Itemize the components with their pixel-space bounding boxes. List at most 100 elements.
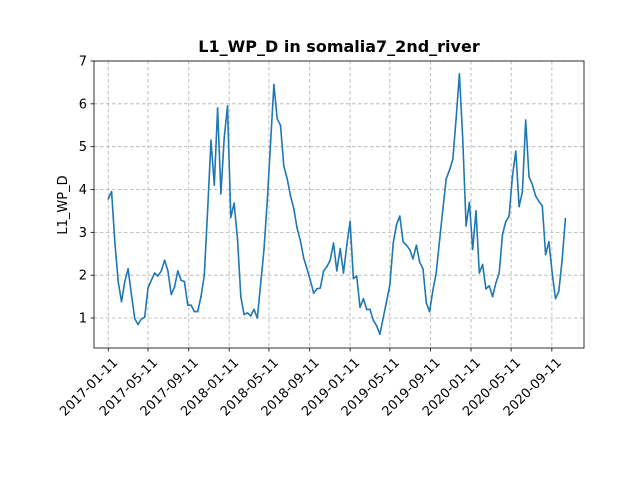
data-point [137,323,139,326]
data-point [177,270,179,272]
data-point [293,208,295,210]
data-point [432,289,434,292]
data-point [475,210,477,212]
data-point [389,283,391,286]
data-point [230,216,232,219]
data-point [445,178,448,180]
data-point [558,290,560,293]
data-point [127,268,129,270]
data-point [309,279,312,282]
data-point [263,248,265,251]
data-point [495,282,497,284]
data-point [408,248,411,251]
y-tick-label: 6 [79,97,87,112]
data-point [226,105,229,107]
data-point [316,288,318,290]
data-point [412,258,414,260]
data-point [319,287,322,289]
data-point [114,242,116,244]
data-point [471,248,474,251]
data-point [170,293,172,296]
data-point [461,137,464,139]
data-point [465,225,467,227]
data-point [213,184,216,186]
data-point [187,304,189,307]
y-tick-label: 4 [79,183,87,198]
data-point [236,238,239,240]
data-point [501,233,504,236]
data-point [488,285,491,287]
data-point [372,319,375,322]
data-point [551,272,553,274]
data-point [428,310,431,313]
data-point [518,205,520,208]
data-point [395,223,398,226]
data-point [362,297,365,300]
data-point [134,318,136,320]
data-point [259,283,262,286]
data-point [299,240,302,242]
data-point [352,277,355,280]
data-point [544,253,547,256]
data-point [481,263,484,266]
data-point [531,183,534,186]
data-point [296,227,298,229]
data-point [216,107,219,109]
data-point [485,288,487,290]
y-tick-label: 1 [79,312,87,327]
data-point [369,308,371,311]
data-point [524,119,527,121]
data-point [223,137,225,139]
data-point [210,139,212,141]
data-point [160,270,163,272]
data-point [180,279,182,282]
data-point [561,259,563,262]
data-point [355,275,358,277]
data-point [435,272,438,274]
data-point [438,239,441,241]
data-point [289,195,292,197]
data-point [336,270,338,272]
data-point [130,293,133,296]
data-point [220,193,222,195]
data-point [302,257,305,259]
data-point [190,304,192,307]
data-point [246,312,249,314]
data-point [276,118,279,120]
data-point [117,280,119,283]
data-point [200,295,202,298]
data-point [548,241,550,243]
data-point [326,265,328,268]
data-point [346,244,348,246]
data-point [402,241,404,243]
data-point [312,292,315,295]
data-point [173,286,176,289]
data-point [332,242,335,244]
data-point [283,165,285,167]
data-point [206,210,209,212]
data-point [233,202,235,204]
data-point [359,306,361,309]
data-point [143,316,146,319]
data-point [150,279,153,282]
data-point [399,215,401,217]
data-point [266,199,269,201]
data-point [385,300,388,303]
data-point [167,270,169,272]
data-point [452,158,454,161]
data-point [448,169,451,171]
data-point [140,318,143,320]
y-axis-label: L1_WP_D [56,175,71,234]
plot-frame [93,60,585,349]
data-point [342,272,345,274]
data-point [196,310,199,313]
data-point [124,280,126,283]
data-point [564,217,567,220]
data-point [458,73,461,75]
data-point [375,324,378,327]
data-point [110,190,113,193]
data-point [273,83,275,86]
data-point [240,295,242,298]
